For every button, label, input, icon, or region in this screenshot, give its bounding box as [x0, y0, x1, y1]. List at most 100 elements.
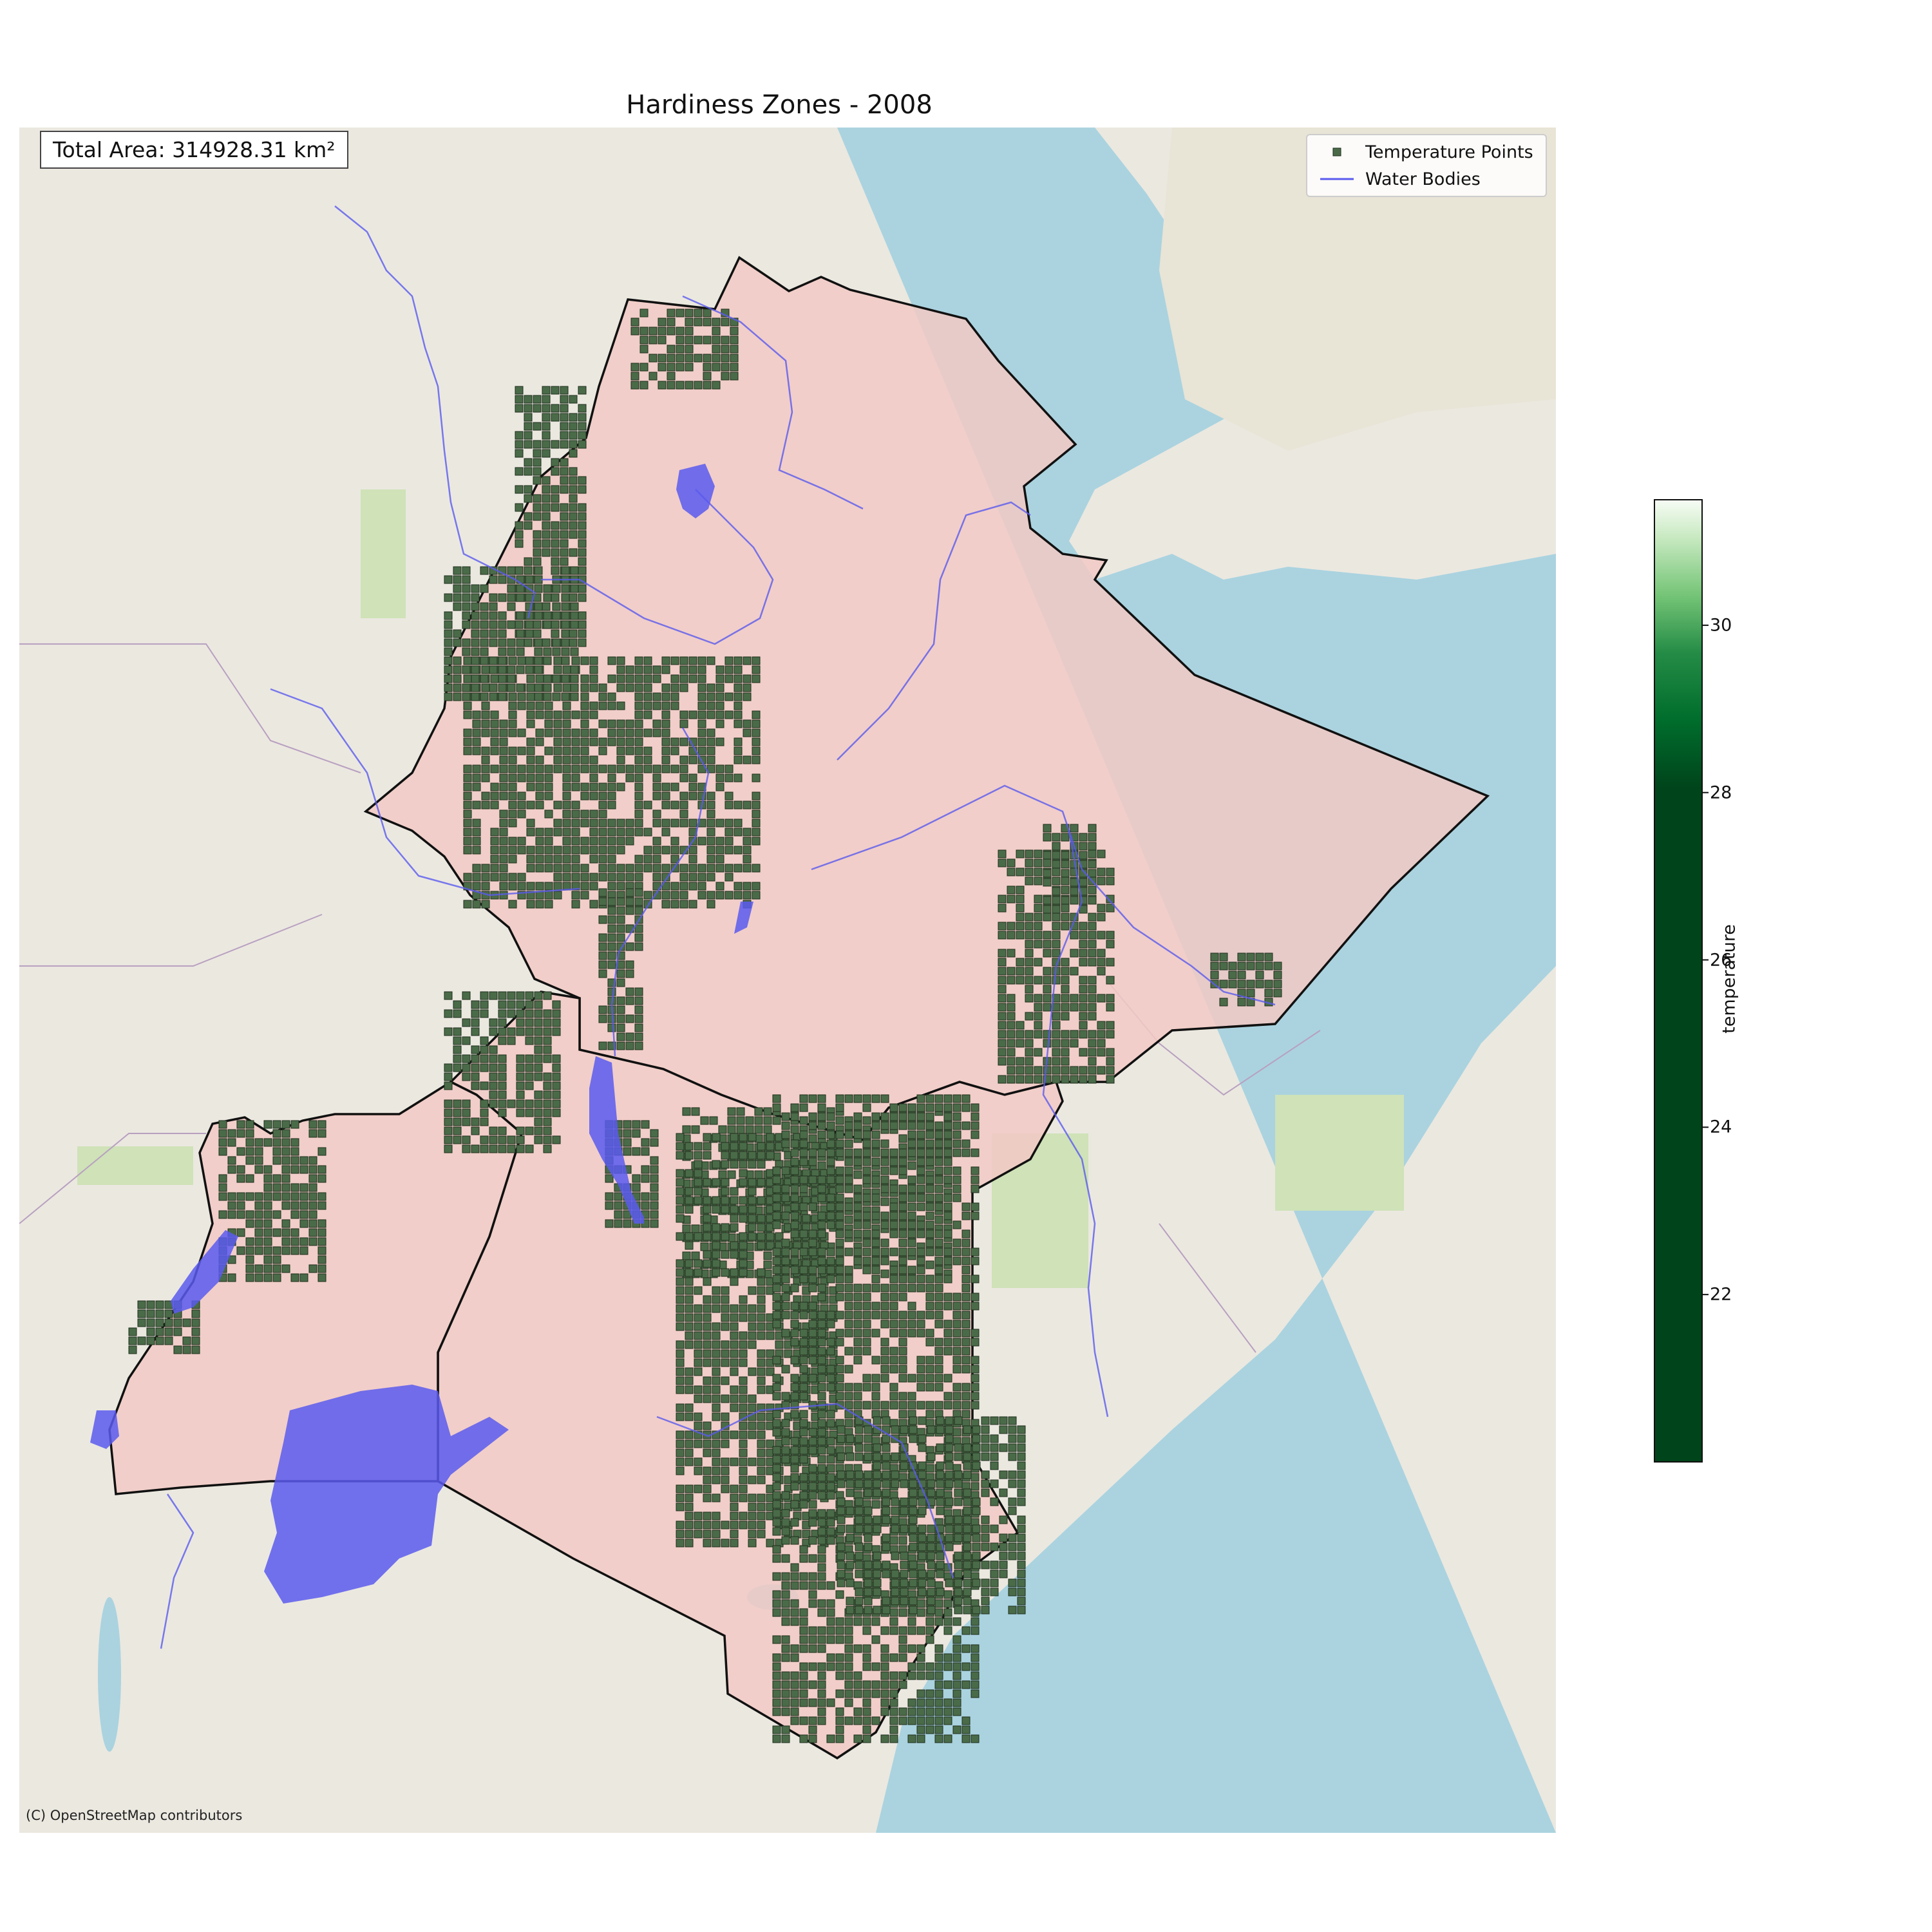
temperature-point	[551, 557, 560, 566]
temperature-point	[1097, 931, 1106, 940]
lake-edward[interactable]	[90, 1410, 119, 1449]
temperature-point	[685, 1493, 694, 1502]
temperature-point	[712, 1331, 721, 1340]
temperature-point	[853, 1293, 862, 1302]
temperature-point	[790, 1437, 799, 1446]
temperature-point	[724, 873, 734, 882]
river-tana[interactable]	[656, 1403, 954, 1578]
temperature-point	[1061, 851, 1070, 860]
temperature-point	[799, 1175, 808, 1184]
temperature-point	[516, 665, 525, 674]
river-blue-nile[interactable]	[541, 489, 774, 645]
temperature-point	[799, 1446, 808, 1455]
lake-victoria[interactable]	[264, 1385, 509, 1604]
temperature-point	[227, 1201, 236, 1210]
temperature-point	[1016, 849, 1025, 858]
temperature-point	[533, 449, 542, 458]
temperature-point	[781, 1599, 790, 1608]
temperature-point	[721, 354, 730, 363]
legend: Temperature Points Water Bodies	[1306, 134, 1547, 197]
temperature-point	[835, 1617, 844, 1626]
temperature-point	[317, 1165, 327, 1174]
temperature-point	[961, 1662, 971, 1671]
temperature-point	[734, 864, 743, 873]
temperature-point	[598, 810, 607, 819]
temperature-point	[1008, 1497, 1017, 1506]
temperature-point	[526, 773, 535, 782]
temperature-point	[990, 1560, 999, 1569]
temperature-point	[516, 629, 525, 638]
lake-tana[interactable]	[676, 464, 715, 518]
temperature-point	[317, 1147, 327, 1156]
temperature-point	[826, 1626, 835, 1635]
temperature-point	[862, 1220, 871, 1229]
temperature-point	[526, 882, 535, 891]
temperature-point	[963, 1578, 972, 1587]
temperature-point	[507, 638, 516, 647]
river-white-nile-south[interactable]	[160, 1493, 194, 1649]
river-tekeze[interactable]	[682, 295, 864, 510]
temperature-point	[676, 1367, 685, 1376]
temperature-point	[490, 791, 499, 800]
river-juba[interactable]	[1042, 830, 1109, 1417]
lake-abaya[interactable]	[734, 902, 753, 934]
temperature-point	[898, 1536, 907, 1545]
temperature-point	[525, 1000, 534, 1009]
temperature-point	[715, 719, 724, 728]
temperature-point	[499, 873, 508, 882]
temperature-point	[526, 755, 535, 764]
temperature-point	[706, 855, 715, 864]
temperature-point	[444, 1135, 453, 1144]
temperature-point	[898, 1671, 907, 1680]
river-nile[interactable]	[334, 205, 536, 619]
temperature-point	[652, 764, 661, 773]
temperature-point	[1025, 940, 1034, 949]
river-omo[interactable]	[611, 727, 710, 1057]
temperature-point	[254, 1210, 263, 1219]
temperature-point	[855, 1425, 864, 1434]
temperature-point	[855, 1587, 864, 1596]
temperature-point	[799, 1347, 808, 1356]
temperature-point	[873, 1515, 882, 1524]
temperature-point	[634, 782, 643, 791]
temperature-point	[961, 1716, 971, 1725]
temperature-point	[679, 891, 688, 900]
temperature-point	[790, 1671, 799, 1680]
temperature-point	[263, 1273, 272, 1282]
temperature-point	[616, 1005, 625, 1014]
temperature-point	[871, 1680, 880, 1689]
temperature-point	[578, 557, 587, 566]
temperature-point	[605, 1174, 614, 1183]
temperature-point	[560, 539, 569, 548]
temperature-point	[570, 584, 579, 593]
river-awash[interactable]	[837, 501, 1031, 761]
temperature-point	[580, 755, 589, 764]
temperature-point	[817, 1383, 826, 1392]
temperature-point	[578, 593, 587, 602]
temperature-point	[598, 855, 607, 864]
river-shebelle[interactable]	[811, 784, 1276, 1006]
temperature-point	[676, 1259, 685, 1268]
temperature-point	[1070, 1039, 1079, 1048]
temperature-point	[721, 1394, 730, 1403]
temperature-point	[790, 1716, 799, 1725]
temperature-point	[880, 1698, 889, 1707]
temperature-point	[808, 1247, 817, 1256]
temperature-point	[943, 1293, 952, 1302]
temperature-point	[643, 683, 652, 692]
temperature-point	[799, 1482, 808, 1491]
temperature-point	[916, 1220, 925, 1229]
temperature-point	[490, 855, 499, 864]
river-sobat[interactable]	[270, 688, 580, 896]
temperature-point	[748, 1511, 757, 1520]
temperature-point	[943, 1374, 952, 1383]
temperature-point	[952, 1184, 961, 1193]
temperature-point	[625, 674, 634, 683]
temperature-point	[781, 1428, 790, 1437]
temperature-point	[703, 1511, 712, 1520]
lake-turkana[interactable]	[589, 1056, 644, 1224]
temperature-point	[533, 422, 542, 431]
temperature-point	[570, 611, 579, 620]
lake-albert[interactable]	[171, 1230, 238, 1314]
